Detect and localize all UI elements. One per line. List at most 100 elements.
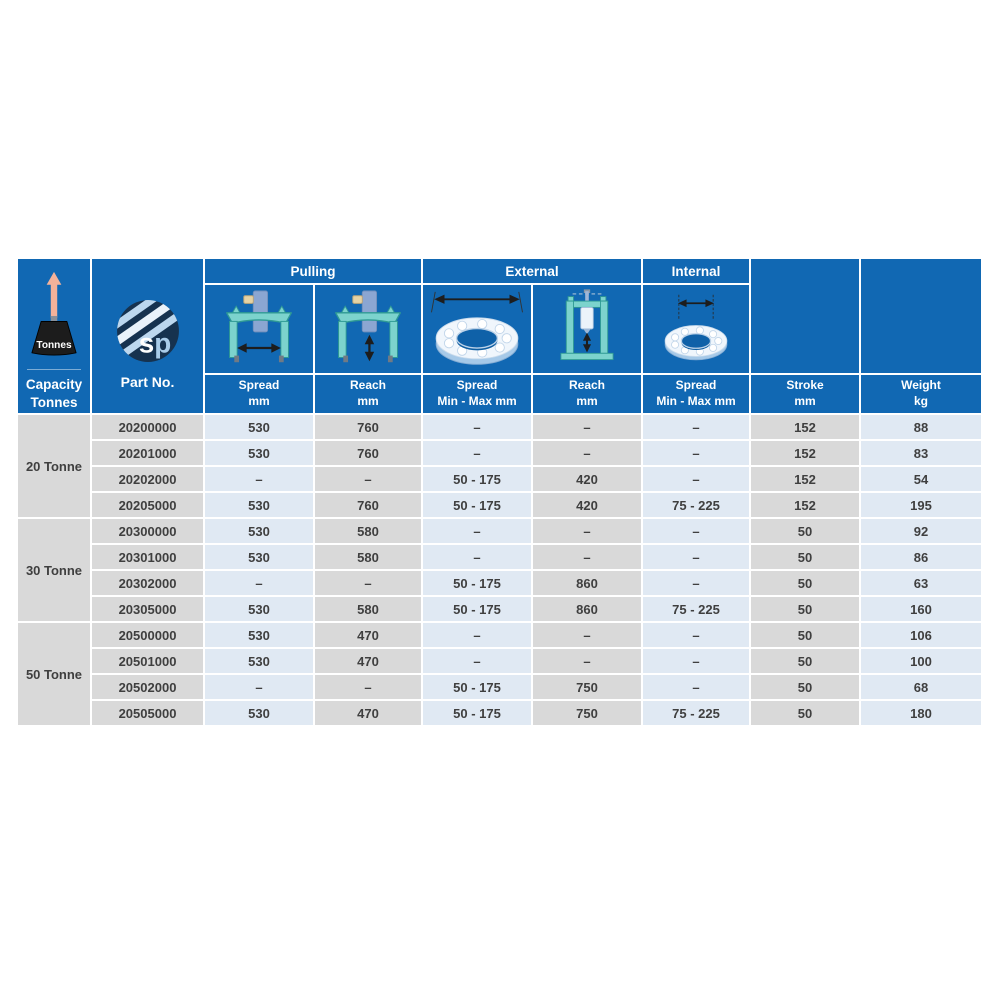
cell-weight: 106 (861, 623, 981, 647)
cell-int-spread: – (643, 415, 749, 439)
cell-pull-spread: 530 (205, 519, 313, 543)
table-row: 50 Tonne 20500000 530 470 – – – 50 106 (18, 623, 981, 725)
cell-part-no: 20500000 (92, 623, 203, 647)
table-row: 30 Tonne 20300000 530 580 – – – 50 92 (18, 519, 981, 621)
cell-int-spread: – (643, 675, 749, 699)
cell-ext-reach: – (533, 545, 641, 569)
cell-pull-spread: – (205, 571, 313, 595)
cell-int-spread: – (643, 545, 749, 569)
cell-weight: 180 (861, 701, 981, 725)
cell-pull-reach: 760 (315, 493, 421, 517)
cell-int-spread: – (643, 571, 749, 595)
cell-pull-reach: 470 (315, 623, 421, 647)
divider (27, 368, 81, 370)
cell-weight: 83 (861, 441, 981, 465)
cell-weight: 88 (861, 415, 981, 439)
cell-weight: 63 (861, 571, 981, 595)
icon-cell-external-reach (533, 285, 641, 373)
capacity-header-label: Capacity Tonnes (25, 376, 83, 410)
cell-weight: 68 (861, 675, 981, 699)
puller-specification-table: Tonnes Capacity Tonnes (16, 257, 983, 727)
cell-ext-reach: – (533, 623, 641, 647)
cell-ext-reach: 860 (533, 597, 641, 621)
cell-ext-spread: – (423, 623, 531, 647)
cell-ext-spread: 50 - 175 (423, 571, 531, 595)
cell-ext-spread: 50 - 175 (423, 493, 531, 517)
group-header-external: External (423, 259, 641, 283)
cell-pull-spread: 530 (205, 415, 313, 439)
cell-part-no: 20305000 (92, 597, 203, 621)
header-stroke-blank (751, 259, 859, 373)
table-row: 20501000 530 470 – – – 50 100 (18, 649, 981, 673)
table-row: 20302000 – – 50 - 175 860 – 50 63 (18, 571, 981, 595)
cell-part-no: 20200000 (92, 415, 203, 439)
cell-stroke: 50 (751, 571, 859, 595)
cell-pull-spread: 530 (205, 493, 313, 517)
icon-cell-pulling-spread (205, 285, 313, 373)
cell-ext-spread: – (423, 545, 531, 569)
cell-int-spread: – (643, 519, 749, 543)
group-header-row: Tonnes Capacity Tonnes (18, 259, 981, 413)
capacity-cell: 20 Tonne (18, 415, 90, 517)
cell-stroke: 50 (751, 649, 859, 673)
cell-int-spread: 75 - 225 (643, 493, 749, 517)
cell-pull-reach: 470 (315, 649, 421, 673)
table-row: 20505000 530 470 50 - 175 750 75 - 225 5… (18, 701, 981, 725)
capacity-cell: 50 Tonne (18, 623, 90, 725)
cell-pull-reach: 470 (315, 701, 421, 725)
cell-int-spread: – (643, 623, 749, 647)
table-row: 20301000 530 580 – – – 50 86 (18, 545, 981, 569)
cell-pull-spread: 530 (205, 623, 313, 647)
cell-weight: 92 (861, 519, 981, 543)
weight-label: Tonnes (36, 340, 72, 351)
cell-ext-reach: 420 (533, 493, 641, 517)
cell-weight: 54 (861, 467, 981, 491)
cell-weight: 160 (861, 597, 981, 621)
cell-pull-reach: 580 (315, 519, 421, 543)
cell-ext-reach: 750 (533, 675, 641, 699)
cell-stroke: 50 (751, 623, 859, 647)
icon-cell-internal-spread (643, 285, 749, 373)
cell-pull-reach: 580 (315, 597, 421, 621)
subheader-pulling-reach: Reach mm (315, 375, 421, 413)
cell-pull-reach: – (315, 675, 421, 699)
cell-stroke: 50 (751, 519, 859, 543)
subheader-external-spread: Spread Min - Max mm (423, 375, 531, 413)
cell-ext-spread: 50 - 175 (423, 597, 531, 621)
subheader-weight: Weight kg (861, 375, 981, 413)
cell-ext-spread: 50 - 175 (423, 675, 531, 699)
icon-cell-pulling-reach (315, 285, 421, 373)
cell-ext-reach: 860 (533, 571, 641, 595)
cell-pull-spread: – (205, 675, 313, 699)
cell-pull-reach: – (315, 467, 421, 491)
weight-tonnes-icon: Tonnes (31, 271, 77, 356)
group-header-internal: Internal (643, 259, 749, 283)
cell-stroke: 152 (751, 441, 859, 465)
cell-ext-spread: – (423, 415, 531, 439)
cell-ext-spread: 50 - 175 (423, 467, 531, 491)
cell-pull-spread: 530 (205, 597, 313, 621)
subheader-pulling-spread: Spread mm (205, 375, 313, 413)
table-row: 20205000 530 760 50 - 175 420 75 - 225 1… (18, 493, 981, 517)
group-header-pulling: Pulling (205, 259, 421, 283)
cell-stroke: 152 (751, 493, 859, 517)
cell-part-no: 20300000 (92, 519, 203, 543)
cell-int-spread: – (643, 441, 749, 465)
cell-ext-spread: – (423, 519, 531, 543)
header-part-no: sp Part No. (92, 259, 203, 413)
cell-pull-spread: 530 (205, 545, 313, 569)
cell-ext-reach: – (533, 649, 641, 673)
logo-letter-p: p (154, 328, 171, 359)
cell-ext-reach: – (533, 441, 641, 465)
cell-ext-reach: 750 (533, 701, 641, 725)
table-row: 20 Tonne 20200000 530 760 – – – 152 88 (18, 415, 981, 517)
puller-external-reach-icon (560, 289, 614, 361)
cell-ext-spread: 50 - 175 (423, 701, 531, 725)
cell-stroke: 152 (751, 415, 859, 439)
bearing-external-spread-icon (431, 291, 523, 365)
icon-cell-external-spread (423, 285, 531, 373)
cell-ext-spread: – (423, 649, 531, 673)
subheader-internal-spread: Spread Min - Max mm (643, 375, 749, 413)
capacity-cell: 30 Tonne (18, 519, 90, 621)
